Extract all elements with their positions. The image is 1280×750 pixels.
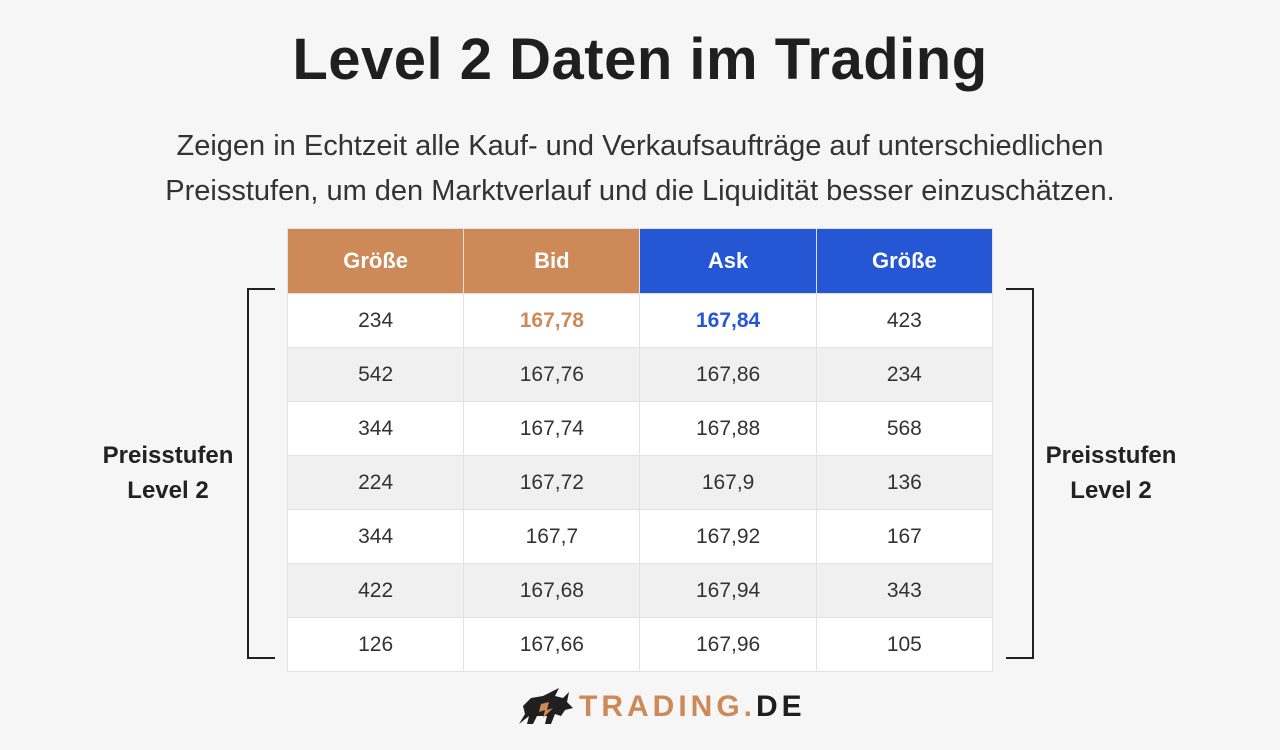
bid-price-cell: 167,76 [463,347,641,402]
header-bid: Bid [463,228,641,294]
bid-price-cell: 167,68 [463,563,641,618]
subtitle-line-2: Preisstufen, um den Marktverlauf und die… [165,175,1115,207]
table-row: 542 167,76 167,86 234 [286,347,994,402]
side-label-left: Preisstufen Level 2 [93,438,243,508]
bid-price-cell: 167,72 [463,455,641,510]
trading-de-logo: TRADING.DE [515,682,806,732]
ask-size-cell: 423 [815,293,994,348]
header-bid-size: Größe [286,228,465,294]
best-bid-cell: 167,78 [463,293,641,348]
table-row: 234 167,78 167,84 423 [286,293,994,348]
bid-size-cell: 542 [286,347,465,402]
header-ask: Ask [639,228,817,294]
page-title: Level 2 Daten im Trading [292,27,988,92]
ask-size-cell: 167 [815,509,994,564]
side-label-right-line1: Preisstufen [1045,442,1177,469]
bid-size-cell: 224 [286,455,465,510]
bid-size-cell: 344 [286,509,465,564]
table-row: 224 167,72 167,9 136 [286,455,994,510]
table-row: 344 167,7 167,92 167 [286,509,994,564]
ask-size-cell: 234 [815,347,994,402]
bracket-right [1006,288,1034,659]
bid-price-cell: 167,74 [463,401,641,456]
ask-price-cell: 167,88 [639,401,817,456]
page-subtitle: Zeigen in Echtzeit alle Kauf- und Verkau… [90,124,1190,214]
logo-word: TRADING [579,690,744,723]
bid-size-cell: 126 [286,617,465,672]
bid-size-cell: 344 [286,401,465,456]
logo-dot: . [743,690,756,723]
logo-tld: DE [756,690,806,723]
ask-size-cell: 105 [815,617,994,672]
ask-price-cell: 167,92 [639,509,817,564]
ask-price-cell: 167,94 [639,563,817,618]
side-label-right-line2: Level 2 [1070,477,1152,504]
bid-price-cell: 167,66 [463,617,641,672]
side-label-left-line2: Level 2 [127,477,209,504]
best-ask-cell: 167,84 [639,293,817,348]
side-label-right: Preisstufen Level 2 [1036,438,1186,508]
table-row: 422 167,68 167,94 343 [286,563,994,618]
bid-price-cell: 167,7 [463,509,641,564]
bull-icon [519,688,573,724]
logo-wordmark: TRADING.DE [579,690,806,724]
ask-size-cell: 343 [815,563,994,618]
ask-size-cell: 568 [815,401,994,456]
ask-size-cell: 136 [815,455,994,510]
order-book-table: Größe Bid Ask Größe 234 167,78 167,84 42… [286,228,994,672]
bid-size-cell: 422 [286,563,465,618]
subtitle-line-1: Zeigen in Echtzeit alle Kauf- und Verkau… [176,130,1104,162]
ask-price-cell: 167,96 [639,617,817,672]
table-row: 344 167,74 167,88 568 [286,401,994,456]
table-header-row: Größe Bid Ask Größe [286,228,994,294]
bid-size-cell: 234 [286,293,465,348]
ask-price-cell: 167,86 [639,347,817,402]
side-label-left-line1: Preisstufen [102,442,234,469]
header-ask-size: Größe [815,228,994,294]
table-row: 126 167,66 167,96 105 [286,617,994,672]
bracket-left [247,288,275,659]
ask-price-cell: 167,9 [639,455,817,510]
